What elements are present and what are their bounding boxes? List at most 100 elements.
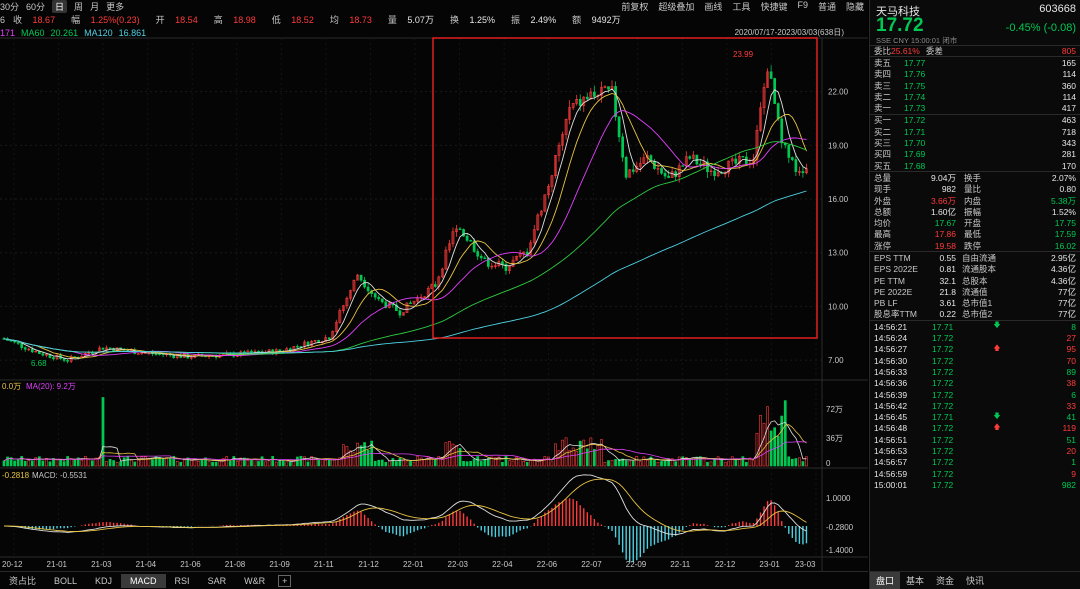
tab-wr[interactable]: W&R	[244, 575, 266, 586]
candle-body	[532, 229, 536, 244]
ask-row[interactable]: 卖四 17.76 114	[874, 69, 1076, 80]
candle-body	[45, 353, 48, 356]
tab-basic[interactable]: 基本	[906, 576, 925, 586]
period-more[interactable]: 更多	[106, 2, 125, 12]
tool-hide[interactable]: 隐藏	[845, 2, 864, 12]
candle-body	[395, 304, 398, 312]
volume-bar	[172, 455, 176, 467]
volume-bar	[288, 462, 292, 467]
volume-bar	[324, 459, 328, 467]
candle-body	[525, 251, 529, 255]
volume-bar	[41, 460, 45, 467]
macd-panel	[3, 474, 808, 563]
volume-bar	[720, 458, 723, 467]
ask-row[interactable]: 卖五 17.77 165	[874, 57, 1076, 68]
volume-bar	[405, 460, 409, 467]
bid-row[interactable]: 买五 17.68 170	[874, 160, 1076, 171]
tool-normal[interactable]: 普通	[817, 2, 836, 12]
amt-value: 9492万	[591, 15, 621, 25]
date-range: 2020/07/17-2023/03/03(638日)	[734, 28, 844, 37]
volume-bar	[674, 461, 678, 467]
volume-bar	[221, 458, 225, 467]
period-day[interactable]: 日	[52, 0, 68, 13]
bid-row[interactable]: 买一 17.72 463	[874, 115, 1076, 126]
stat-row: 总额 1.60亿 振幅 1.52%	[874, 206, 1076, 217]
volume-bar	[281, 460, 285, 467]
tab-news[interactable]: 快讯	[966, 576, 985, 586]
candle-body	[41, 353, 45, 356]
tab-rsi[interactable]: RSI	[174, 575, 190, 586]
candle-body	[66, 360, 69, 362]
volume-bar	[211, 461, 214, 467]
volume-bar	[416, 456, 419, 467]
tab-boll[interactable]: BOLL	[54, 575, 78, 586]
volume-bar	[352, 452, 356, 467]
volume-bar	[448, 441, 451, 467]
vol-value: 5.07万	[407, 15, 434, 25]
tool-draw[interactable]: 画线	[704, 2, 723, 12]
candle-body	[327, 337, 331, 340]
volume-bar	[660, 461, 663, 467]
tab-kdj[interactable]: KDJ	[95, 575, 113, 586]
tick-row: 14:56:51 17.72 51	[874, 434, 1076, 445]
vol-tick-2: 36万	[826, 434, 843, 443]
stock-price: 17.72	[876, 15, 924, 36]
volume-bar	[189, 459, 193, 467]
ask-row[interactable]: 卖二 17.74 114	[874, 91, 1076, 102]
tick-row: 14:56:39 17.72 6	[874, 389, 1076, 400]
date-axis: 20-12 21-01 21-03 21-04 21-06 21-08 21-09 21-11…	[2, 560, 816, 569]
ma10-line	[3, 93, 807, 359]
chart-tools: 前复权 超级叠加 画线 工具 快捷键 F9 普通 隐藏	[621, 0, 868, 13]
tab-fund[interactable]: 资金	[936, 576, 955, 586]
tab-sar[interactable]: SAR	[207, 575, 227, 586]
fundamental-row: EPS TTM 0.55 自由流通 2.95亿	[874, 252, 1076, 263]
volume-bar	[73, 459, 77, 467]
volume-bar	[193, 459, 197, 467]
volume-bar	[426, 456, 430, 467]
tool-tools[interactable]: 工具	[732, 2, 751, 12]
ask-row[interactable]: 卖一 17.73 417	[874, 103, 1076, 114]
candle-body	[762, 87, 766, 109]
volume-bar	[755, 432, 759, 467]
volume-bar	[776, 436, 780, 467]
tick-row: 14:56:21 17.71 🡇 8	[874, 321, 1076, 332]
tab-macd[interactable]: MACD	[121, 573, 166, 588]
volume-bar	[338, 457, 342, 467]
bid-row[interactable]: 买四 17.69 281	[874, 149, 1076, 160]
period-30m[interactable]: 30分	[0, 2, 20, 12]
volume-bar	[730, 456, 734, 467]
bid-row[interactable]: 买三 17.70 343	[874, 138, 1076, 149]
volume-bar	[327, 460, 331, 467]
tool-fuquan[interactable]: 前复权	[621, 2, 649, 12]
volume-bar	[646, 459, 649, 467]
volume-bar	[486, 458, 490, 467]
volume-bar	[377, 459, 381, 467]
tool-shortcut[interactable]: 快捷键	[760, 2, 788, 12]
tab-capital[interactable]: 资占比	[9, 576, 37, 586]
period-60m[interactable]: 60分	[26, 2, 46, 12]
ask-row[interactable]: 卖三 17.75 360	[874, 80, 1076, 91]
candle-body	[508, 266, 511, 271]
date-tick: 22-12	[715, 560, 736, 569]
volume-bar	[568, 450, 571, 467]
volume-bar	[472, 458, 476, 467]
candle-body	[356, 274, 359, 281]
candle-body	[494, 265, 497, 267]
period-week[interactable]: 周	[74, 2, 84, 12]
volume-bar	[52, 458, 55, 467]
candle-body	[136, 353, 140, 355]
candle-body	[20, 343, 24, 348]
tool-f9[interactable]: F9	[797, 0, 808, 10]
volume-ma-line	[3, 420, 807, 462]
candle-body	[727, 160, 731, 174]
chg-value: 1.25%(0.23)	[90, 15, 140, 25]
add-tab-button[interactable]: +	[278, 574, 292, 587]
volume-bar	[469, 461, 472, 467]
price-tick: 10.00	[828, 302, 849, 311]
tab-pankou[interactable]: 盘口	[870, 572, 901, 589]
kline-chart[interactable]: 22.00 19.00 16.00 13.00 10.00 7.00 20-12 21-01…	[0, 0, 868, 572]
period-month[interactable]: 月	[90, 2, 100, 12]
tool-overlay[interactable]: 超级叠加	[658, 2, 695, 12]
volume-bar	[539, 460, 543, 467]
bid-row[interactable]: 买二 17.71 718	[874, 126, 1076, 137]
